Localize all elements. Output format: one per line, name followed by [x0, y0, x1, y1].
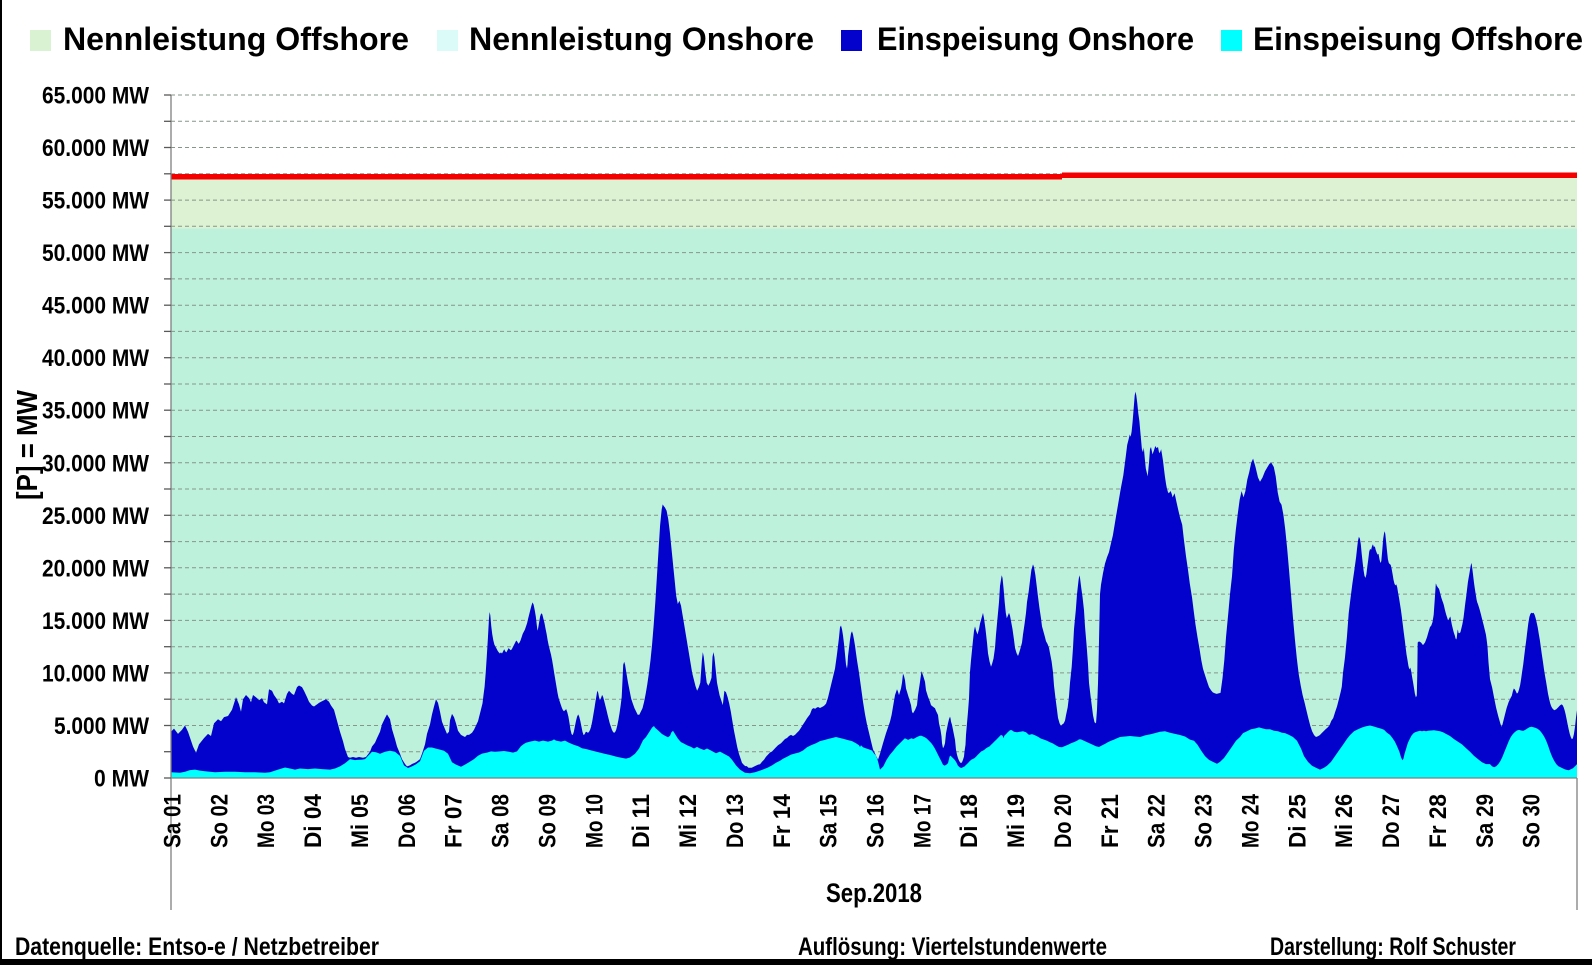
- svg-text:Fr 14: Fr 14: [769, 793, 796, 848]
- svg-text:Sep.2018: Sep.2018: [826, 878, 922, 908]
- svg-text:Auflösung: Viertelstundenwert: Auflösung: Viertelstundenwerte: [798, 933, 1107, 961]
- svg-text:50.000 MW: 50.000 MW: [42, 240, 149, 267]
- svg-text:Sa 22: Sa 22: [1144, 794, 1171, 848]
- svg-text:Einspeisung Offshore: Einspeisung Offshore: [1253, 21, 1583, 57]
- svg-text:Mo 17: Mo 17: [909, 794, 936, 848]
- svg-text:35.000 MW: 35.000 MW: [42, 398, 149, 425]
- svg-text:5.000 MW: 5.000 MW: [54, 713, 149, 740]
- svg-text:Do 13: Do 13: [722, 794, 749, 848]
- svg-text:10.000 MW: 10.000 MW: [42, 660, 149, 687]
- svg-text:Fr 21: Fr 21: [1097, 794, 1124, 848]
- svg-text:55.000 MW: 55.000 MW: [42, 188, 149, 215]
- svg-text:65.000 MW: 65.000 MW: [42, 83, 149, 110]
- svg-text:Mo 03: Mo 03: [253, 794, 280, 848]
- svg-text:Do 06: Do 06: [394, 794, 421, 848]
- svg-text:Di 04: Di 04: [300, 793, 327, 848]
- svg-text:So 30: So 30: [1519, 794, 1546, 848]
- svg-text:Datenquelle: Entso-e / Netzb: Datenquelle: Entso-e / Netzbetreiber: [15, 933, 379, 961]
- svg-text:20.000 MW: 20.000 MW: [42, 555, 149, 582]
- svg-text:Di 18: Di 18: [956, 794, 983, 848]
- svg-text:Mo 24: Mo 24: [1237, 793, 1264, 848]
- svg-text:Darstellung: Rolf Schuster: Darstellung: Rolf Schuster: [1270, 933, 1516, 961]
- svg-text:Sa 01: Sa 01: [160, 794, 187, 848]
- svg-text:45.000 MW: 45.000 MW: [42, 293, 149, 320]
- svg-text:Nennleistung Onshore: Nennleistung Onshore: [469, 21, 814, 57]
- svg-text:Di 25: Di 25: [1284, 794, 1311, 848]
- svg-text:0 MW: 0 MW: [94, 766, 149, 793]
- svg-text:15.000 MW: 15.000 MW: [42, 608, 149, 635]
- svg-text:So 09: So 09: [534, 794, 561, 848]
- svg-text:40.000 MW: 40.000 MW: [42, 345, 149, 372]
- svg-text:Sa 15: Sa 15: [816, 794, 843, 848]
- svg-text:So 02: So 02: [206, 794, 233, 848]
- svg-text:So 16: So 16: [863, 794, 890, 848]
- svg-text:Do 20: Do 20: [1050, 794, 1077, 848]
- svg-text:Fr 07: Fr 07: [441, 794, 468, 848]
- svg-text:Sa 08: Sa 08: [488, 794, 515, 848]
- svg-text:Mi 19: Mi 19: [1003, 794, 1030, 848]
- svg-text:Mo 10: Mo 10: [581, 794, 608, 848]
- svg-text:Mi 26: Mi 26: [1331, 794, 1358, 848]
- svg-text:[P] = MW: [P] = MW: [12, 389, 44, 500]
- svg-text:Do 27: Do 27: [1378, 794, 1405, 848]
- svg-text:30.000 MW: 30.000 MW: [42, 450, 149, 477]
- svg-text:Fr 28: Fr 28: [1425, 794, 1452, 848]
- svg-text:Di 11: Di 11: [628, 794, 655, 848]
- svg-text:Mi 12: Mi 12: [675, 794, 702, 848]
- svg-text:Nennleistung Offshore: Nennleistung Offshore: [63, 21, 409, 57]
- svg-text:Sa 29: Sa 29: [1472, 794, 1499, 848]
- svg-text:So 23: So 23: [1191, 794, 1218, 848]
- svg-text:Mi 05: Mi 05: [347, 794, 374, 848]
- svg-text:25.000 MW: 25.000 MW: [42, 503, 149, 530]
- svg-text:Einspeisung Onshore: Einspeisung Onshore: [877, 21, 1194, 57]
- svg-text:60.000 MW: 60.000 MW: [42, 135, 149, 162]
